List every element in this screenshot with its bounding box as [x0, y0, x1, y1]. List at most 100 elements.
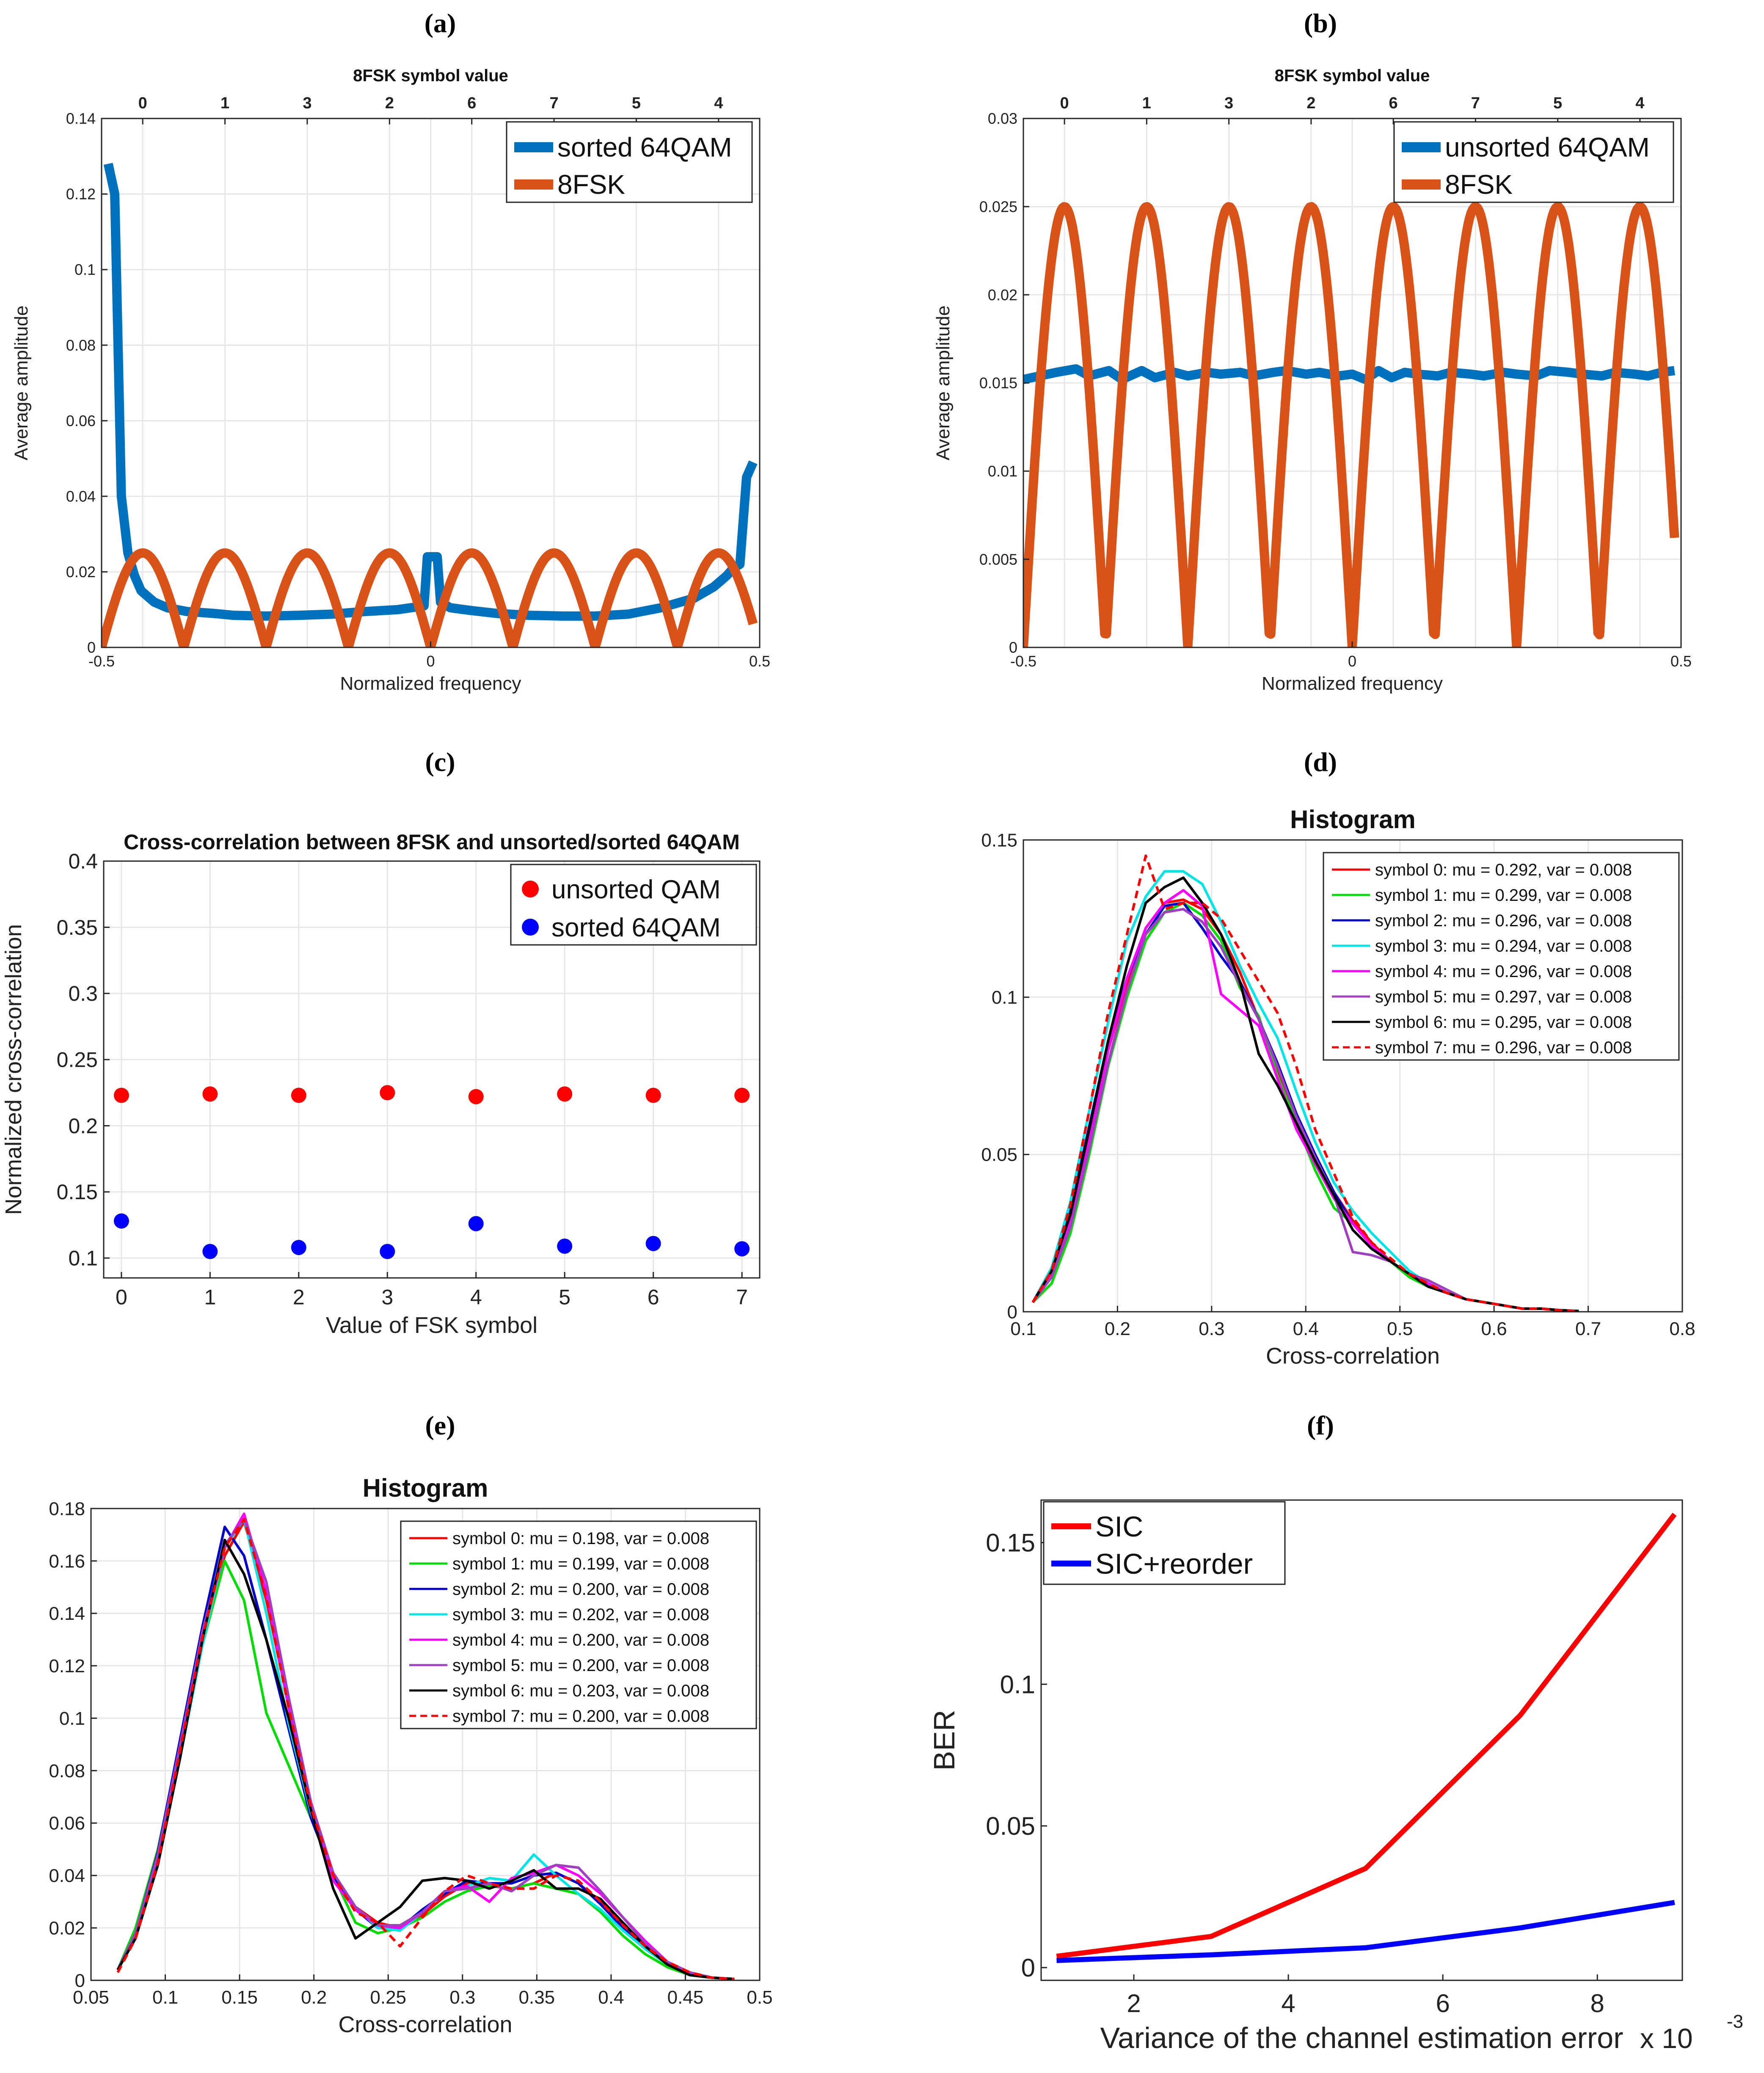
series-layer [116, 1512, 735, 1980]
legend-label: symbol 7: mu = 0.296, var = 0.008 [1375, 1038, 1632, 1057]
legend-label: 8FSK [1445, 169, 1513, 200]
legend-label: symbol 7: mu = 0.200, var = 0.008 [452, 1707, 709, 1726]
panel-label-c: (c) [425, 747, 455, 777]
legend-label: symbol 4: mu = 0.200, var = 0.008 [452, 1631, 709, 1649]
panel-label-d: (d) [1304, 747, 1337, 777]
series-line-1 [1023, 202, 1679, 647]
panel-label-a: (a) [424, 8, 456, 38]
y-tick-label: 0.08 [49, 1761, 85, 1781]
y-tick-label: 0.02 [988, 286, 1017, 303]
top-axis-title: 8FSK symbol value [353, 66, 508, 85]
legend-label: symbol 4: mu = 0.296, var = 0.008 [1375, 962, 1632, 981]
x-tick-label: 1 [204, 1286, 216, 1309]
y-tick-label: 0 [1007, 1302, 1017, 1322]
x-tick-label: 3 [381, 1286, 393, 1309]
chart-title: Cross-correlation between 8FSK and unsor… [124, 830, 740, 854]
x-tick-label: -0.5 [88, 652, 115, 670]
top-tick-label: 2 [1306, 94, 1315, 112]
legend-label: symbol 2: mu = 0.200, var = 0.008 [452, 1580, 709, 1599]
top-axis-title: 8FSK symbol value [1275, 66, 1430, 85]
x-tick-label: 0.4 [1293, 1319, 1319, 1339]
y-axis-label: Average amplitude [11, 306, 32, 460]
y-tick-label: 0.12 [66, 185, 96, 203]
x-tick-label: 0.35 [519, 1987, 555, 2008]
x-tick-label: 0.45 [667, 1987, 704, 2008]
x-tick-label: 5 [559, 1286, 571, 1309]
chart-a-spectrum-sorted: 00.020.040.060.080.10.120.14-0.5 0 0.50 1 3 2… [11, 66, 770, 694]
legend-label: sorted 64QAM [557, 132, 732, 162]
legend-label: symbol 0: mu = 0.292, var = 0.008 [1375, 861, 1632, 879]
top-tick-label: 7 [1471, 94, 1480, 112]
x-tick-label: 6 [1436, 1989, 1450, 2018]
legend-label: symbol 6: mu = 0.295, var = 0.008 [1375, 1013, 1632, 1032]
series-line-1 [102, 548, 758, 647]
legend-label: sorted 64QAM [551, 913, 721, 942]
panel-label-b: (b) [1304, 8, 1337, 38]
legend-marker [522, 881, 539, 897]
x-tick-label: 0 [1348, 652, 1356, 670]
point-sorted-64qam [202, 1244, 218, 1259]
series-layer [1031, 854, 1579, 1312]
y-tick-label: 0 [75, 1970, 85, 1991]
x-tick-label: 0 [116, 1286, 127, 1309]
legend-label: symbol 6: mu = 0.203, var = 0.008 [452, 1682, 709, 1700]
top-tick-label: 1 [220, 94, 229, 112]
point-sorted-64qam [557, 1238, 573, 1254]
y-tick-label: 0.35 [57, 916, 98, 939]
point-sorted-64qam [468, 1216, 484, 1231]
x-tick-label: 0.1 [1010, 1319, 1036, 1339]
y-tick-label: 0.15 [981, 830, 1017, 851]
x-tick-label: 0.3 [449, 1987, 475, 2008]
legend-label: symbol 3: mu = 0.294, var = 0.008 [1375, 937, 1632, 955]
y-tick-label: 0 [87, 639, 96, 656]
x-axis-label: Normalized frequency [340, 673, 521, 694]
legend-marker [522, 919, 539, 936]
x-tick-label: 0.5 [749, 652, 770, 670]
x-tick-label: 4 [1281, 1989, 1295, 2018]
legend-box [400, 1520, 757, 1729]
legend-label: symbol 0: mu = 0.198, var = 0.008 [452, 1529, 709, 1548]
legend-label: symbol 2: mu = 0.296, var = 0.008 [1375, 911, 1632, 930]
y-tick-label: 0.02 [66, 563, 96, 581]
axes-box [103, 860, 761, 1279]
y-tick-label: 0.1 [59, 1708, 85, 1729]
y-tick-label: 0.14 [66, 110, 96, 127]
y-tick-label: 0.05 [981, 1145, 1017, 1165]
point-unsorted-qam [468, 1089, 484, 1104]
top-tick-label: 0 [138, 94, 147, 112]
series-layer [102, 162, 758, 647]
series-line-6 [1031, 876, 1579, 1312]
panel-label-e: (e) [425, 1410, 455, 1440]
point-sorted-64qam [734, 1241, 750, 1257]
legend-label: symbol 5: mu = 0.297, var = 0.008 [1375, 988, 1632, 1006]
x-tick-label: -0.5 [1010, 652, 1036, 670]
y-tick-label: 0.16 [49, 1551, 85, 1572]
legend-label: unsorted QAM [551, 875, 721, 904]
chart-title: Histogram [363, 1474, 488, 1502]
x-tick-label: 0.2 [301, 1987, 327, 2008]
x-tick-label: 0.25 [370, 1987, 406, 2008]
chart-e-histogram-sorted: 0 0.02 0.04 0.06 0.08 0.1 0.12 0.14 0.16 0.18 0.05… [49, 1474, 772, 2037]
x-tick-label: 0.7 [1575, 1319, 1601, 1339]
point-unsorted-qam [202, 1086, 218, 1102]
top-tick-label: 2 [385, 94, 394, 112]
y-tick-label: 0.05 [986, 1812, 1035, 1840]
y-tick-label: 0.015 [979, 374, 1017, 392]
legend-label: symbol 5: mu = 0.200, var = 0.008 [452, 1656, 709, 1675]
point-unsorted-qam [380, 1085, 395, 1101]
point-sorted-64qam [645, 1236, 661, 1251]
y-tick-label: 0.1 [74, 261, 96, 278]
top-tick-label: 1 [1142, 94, 1151, 112]
y-tick-label: 0.1 [1000, 1670, 1035, 1699]
x-axis-label: Variance of the channel estimation error [1100, 2021, 1623, 2054]
chart-title: Histogram [1290, 805, 1416, 834]
x-tick-label: 6 [648, 1286, 659, 1309]
y-tick-label: 0.01 [988, 463, 1017, 480]
x-exponent: x 10 [1640, 2023, 1693, 2054]
point-unsorted-qam [734, 1087, 750, 1103]
panel-label-f: (f) [1307, 1410, 1334, 1440]
x-axis-label: Cross-correlation [1266, 1343, 1440, 1369]
x-axis-label: Cross-correlation [338, 2012, 512, 2037]
